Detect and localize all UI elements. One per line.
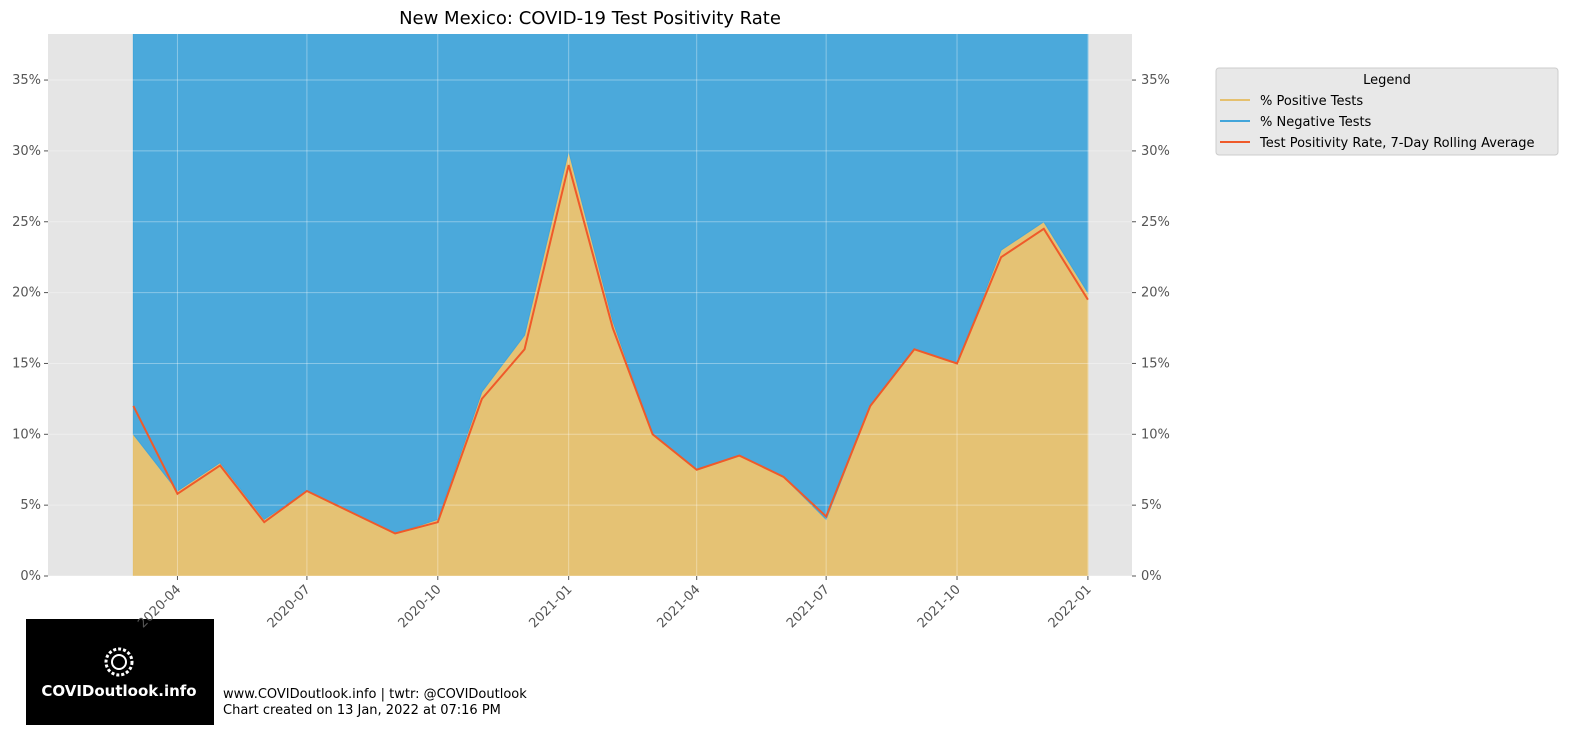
y-tick-label: 10% — [12, 427, 41, 442]
legend-label: % Positive Tests — [1260, 94, 1363, 109]
y-tick-label: 15% — [12, 356, 41, 371]
x-tick-label: 2022-01 — [1046, 582, 1095, 631]
x-tick-label: 2021-01 — [526, 582, 575, 631]
logo-box — [26, 619, 214, 725]
x-tick-label: 2021-04 — [654, 582, 703, 631]
x-tick-label: 2021-07 — [784, 582, 833, 631]
footer-line: www.COVIDoutlook.info | twtr: @COVIDoutl… — [223, 687, 527, 702]
logo-icon — [104, 647, 134, 677]
plot-layer — [48, 34, 1132, 576]
legend-label: % Negative Tests — [1260, 115, 1372, 130]
chart-title: New Mexico: COVID-19 Test Positivity Rat… — [399, 8, 781, 29]
x-tick-label: 2020-10 — [396, 582, 445, 631]
y-tick-label: 30% — [12, 144, 41, 159]
y-tick-label: 0% — [20, 569, 41, 584]
y-tick-label: 25% — [12, 215, 41, 230]
x-tick-label: 2021-10 — [915, 582, 964, 631]
footer-line: Chart created on 13 Jan, 2022 at 07:16 P… — [223, 703, 501, 718]
y2-tick-label: 10% — [1141, 427, 1170, 442]
y2-tick-label: 0% — [1141, 569, 1162, 584]
legend-box — [1215, 67, 1559, 156]
logo-icon-inner — [111, 654, 127, 670]
legend-label: Test Positivity Rate, 7-Day Rolling Aver… — [1259, 136, 1534, 151]
y2-tick-label: 15% — [1141, 356, 1170, 371]
x-tick-label: 2020-07 — [265, 582, 314, 631]
y2-tick-label: 35% — [1141, 73, 1170, 88]
y2-tick-label: 25% — [1141, 215, 1170, 230]
legend-title: Legend — [1363, 73, 1411, 88]
y2-tick-label: 30% — [1141, 144, 1170, 159]
y-tick-label: 20% — [12, 286, 41, 301]
area — [132, 34, 1089, 535]
line — [132, 164, 1089, 535]
logo-text: COVIDoutlook.info — [41, 682, 196, 700]
y-tick-label: 35% — [12, 73, 41, 88]
y-tick-label: 5% — [20, 498, 41, 513]
y2-tick-label: 20% — [1141, 286, 1170, 301]
y2-tick-label: 5% — [1141, 498, 1162, 513]
